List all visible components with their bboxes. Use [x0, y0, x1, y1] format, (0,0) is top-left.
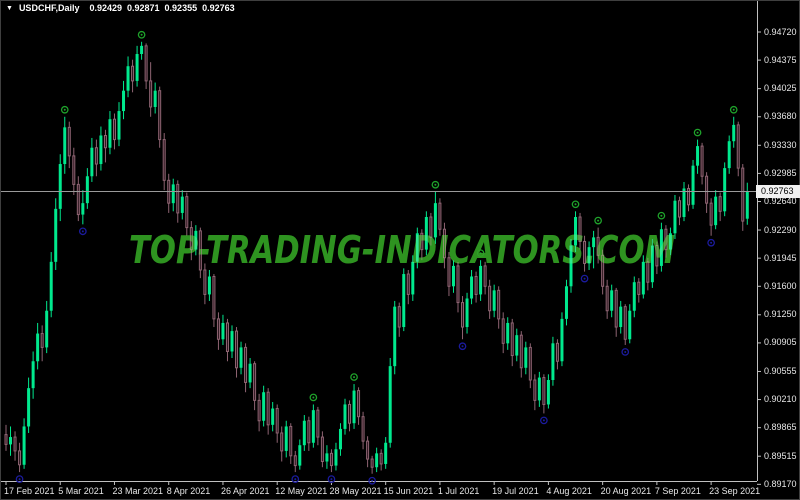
date-axis-label: 1 Jul 2021 [437, 486, 480, 496]
current-price-value: 0.92763 [761, 185, 794, 196]
high-marker-dot-icon [434, 183, 437, 186]
low-marker-dot-icon [542, 419, 545, 422]
high-marker-icon [693, 128, 702, 137]
high-marker-dot-icon [696, 131, 699, 134]
watermark-text: TOP-TRADING-INDICATORS.COM [129, 228, 675, 272]
date-axis-label: 4 Aug 2021 [546, 486, 592, 496]
high-marker-icon [729, 105, 738, 114]
price-axis-label: 0.94720 [764, 26, 797, 37]
date-axis-label: 12 May 2021 [275, 486, 328, 496]
high-marker-icon [476, 249, 485, 258]
low-marker-dot-icon [18, 478, 21, 481]
high-marker-dot-icon [597, 219, 600, 222]
ohlc-close-value: 0.92763 [202, 3, 235, 13]
current-price-tag: 0.92763 [756, 184, 800, 198]
price-axis-label: 0.94025 [764, 83, 797, 94]
high-marker-icon [431, 180, 440, 189]
high-marker-icon [594, 216, 602, 225]
low-marker-dot-icon [461, 345, 464, 348]
symbol-dropdown-icon[interactable]: ▼ [6, 5, 13, 12]
low-marker-icon [707, 238, 715, 247]
price-axis-label: 0.90210 [764, 394, 797, 405]
high-marker-icon [309, 393, 318, 402]
high-marker-icon [571, 200, 580, 209]
price-axis-label: 0.90555 [764, 365, 797, 376]
price-axis-label: 0.89515 [764, 450, 797, 461]
high-marker-icon [657, 211, 666, 220]
low-marker-dot-icon [81, 230, 84, 233]
chart-title: ▼ USDCHF,Daily 0.92429 0.92871 0.92355 0.9276… [6, 3, 240, 13]
price-axis-label: 0.94375 [764, 54, 797, 65]
price-axis-label: 0.91250 [764, 309, 797, 320]
date-axis-label: 7 Sep 2021 [654, 486, 701, 496]
low-marker-icon [291, 475, 300, 483]
low-marker-icon [458, 342, 467, 351]
date-axis-label: 19 Jul 2021 [492, 486, 539, 496]
high-marker-dot-icon [353, 376, 356, 379]
high-marker-dot-icon [479, 252, 482, 255]
price-axis-label: 0.92290 [764, 224, 797, 235]
swing-markers [15, 30, 738, 485]
date-axis-label: 23 Sep 2021 [709, 486, 761, 496]
high-marker-dot-icon [63, 108, 66, 111]
low-marker-dot-icon [583, 277, 586, 280]
low-marker-icon [580, 274, 589, 283]
low-marker-dot-icon [330, 478, 333, 481]
low-marker-dot-icon [371, 479, 374, 482]
date-axis-label: 28 May 2021 [329, 486, 382, 496]
price-axis-label: 0.89170 [764, 478, 797, 489]
date-axis-label: 8 Apr 2021 [166, 486, 211, 496]
low-marker-icon [327, 475, 336, 483]
high-marker-dot-icon [312, 396, 315, 399]
high-marker-dot-icon [574, 203, 577, 206]
ohlc-low-value: 0.92355 [164, 3, 198, 13]
high-marker-icon [350, 373, 358, 381]
candlesticks [4, 41, 749, 474]
low-marker-dot-icon [710, 241, 713, 244]
date-axis-label: 5 Mar 2021 [58, 486, 104, 496]
high-marker-dot-icon [660, 214, 663, 217]
price-axis-label: 0.91600 [764, 280, 797, 291]
price-axis-label: 0.92640 [764, 196, 797, 207]
low-marker-icon [78, 227, 87, 236]
high-marker-icon [60, 105, 69, 114]
price-axis-label: 0.93330 [764, 139, 797, 150]
date-axis-label: 17 Feb 2021 [4, 486, 55, 496]
date-axis-label: 20 Aug 2021 [600, 486, 652, 496]
high-marker-icon [137, 30, 146, 39]
date-axis-label: 26 Apr 2021 [220, 486, 270, 496]
date-axis-label: 23 Mar 2021 [112, 486, 164, 496]
price-axis-label: 0.89865 [764, 422, 797, 433]
ohlc-open-value: 0.92429 [89, 3, 122, 13]
ohlc-high-value: 0.92871 [127, 3, 160, 13]
high-marker-dot-icon [732, 108, 735, 111]
price-axis-label: 0.91945 [764, 252, 797, 263]
low-marker-icon [15, 475, 24, 483]
symbol-timeframe-label: USDCHF,Daily [18, 3, 80, 13]
low-marker-icon [621, 348, 630, 356]
low-marker-dot-icon [624, 350, 627, 353]
price-axis-label: 0.92985 [764, 167, 797, 178]
price-axis-label: 0.93680 [764, 111, 797, 122]
low-marker-dot-icon [294, 478, 297, 481]
price-axis-label: 0.90905 [764, 337, 797, 348]
low-marker-icon [368, 476, 376, 485]
low-marker-icon [540, 416, 548, 425]
date-axis-label: 15 Jun 2021 [383, 486, 434, 496]
high-marker-dot-icon [140, 33, 143, 36]
